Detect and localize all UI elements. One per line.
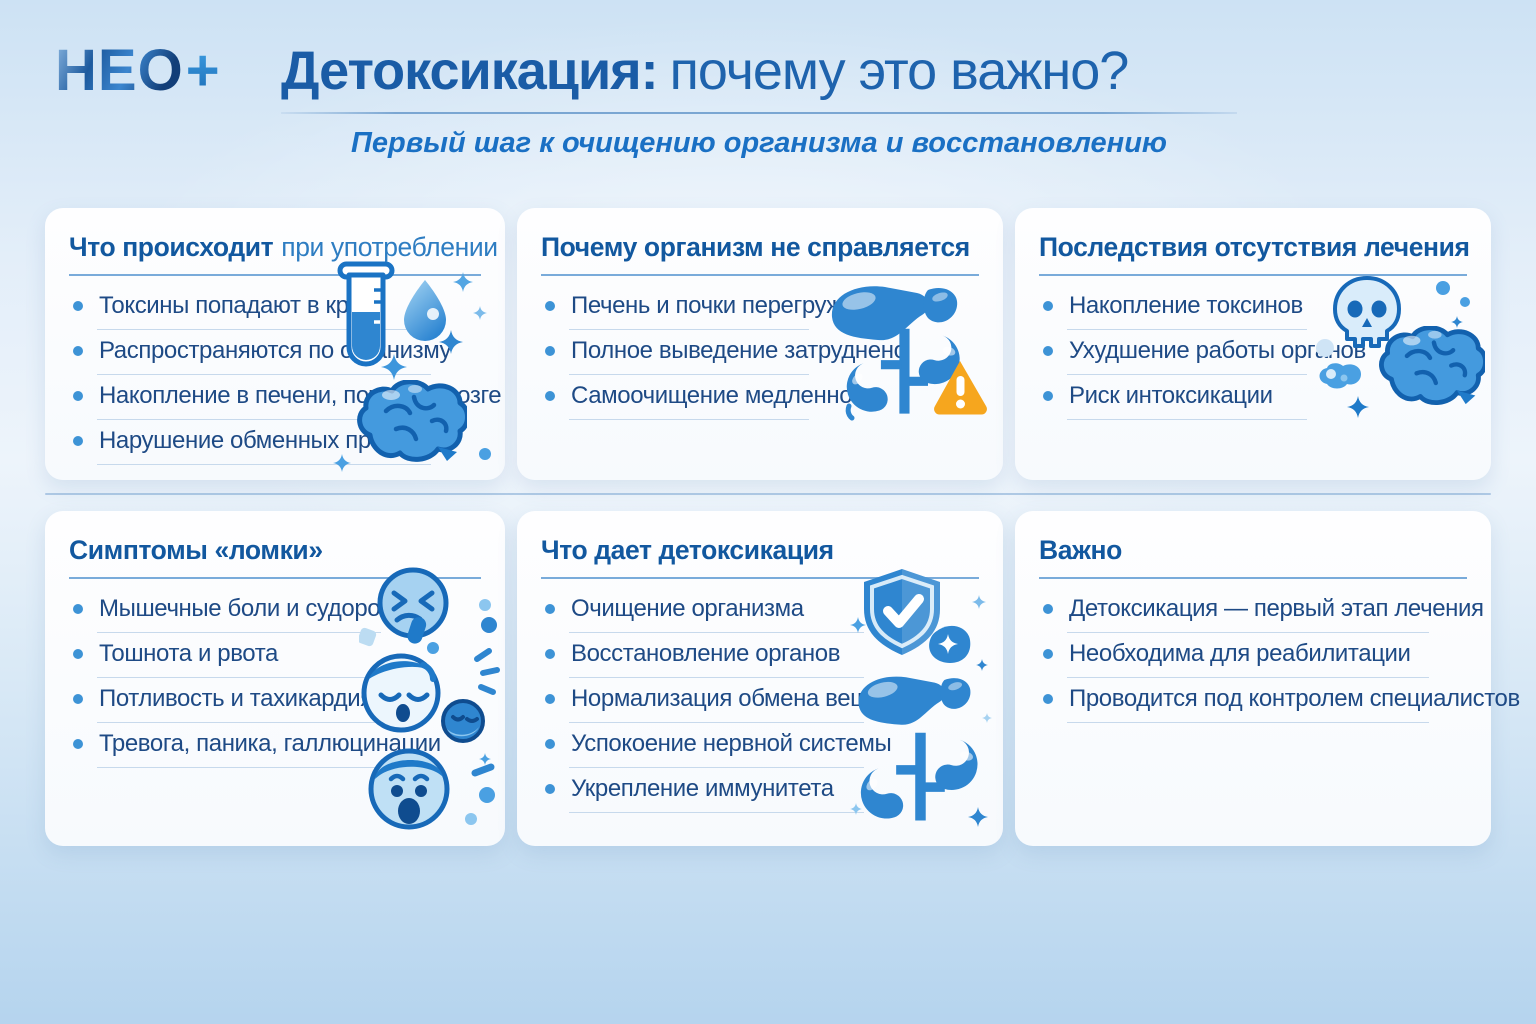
bullet-item: Мышечные боли и судороги <box>69 588 481 633</box>
bullet-item: Накопление в печени, почках и мозге <box>69 375 502 420</box>
card-withdrawal-symptoms: Симптомы «ломки» Мышечные боли и судорог… <box>45 511 505 846</box>
bullet-item: Токсины попадают в кровь <box>69 285 481 330</box>
card-title-bold: Что дает детоксикация <box>541 535 834 565</box>
card-title-bold: Почему организм не справляется <box>541 232 970 262</box>
card-title: Что дает детоксикация <box>541 535 979 579</box>
card-title-bold: Важно <box>1039 535 1122 565</box>
bullet-item: Восстановление органов <box>541 633 979 678</box>
bullet-item: Проводится под контролем специалистов <box>1039 678 1520 723</box>
card-important: Важно Детоксикация — первый этап лечения… <box>1015 511 1520 846</box>
card-what-happens: Что происходит при употреблении Токсины п… <box>45 208 505 480</box>
bullet-list: Токсины попадают в кровь Распространяютс… <box>69 285 502 465</box>
card-consequences: Последствия отсутствия лечения Накоплени… <box>1015 208 1491 480</box>
section-divider <box>45 493 1491 495</box>
bullet-item: Успокоение нервной системы <box>541 723 979 768</box>
cards-row-top: Что происходит при употреблении Токсины п… <box>45 208 1491 480</box>
bullet-list: Печень и почки перегружены Полное выведе… <box>541 285 979 420</box>
bullet-list: Детоксикация — первый этап лечения Необх… <box>1039 588 1520 723</box>
title-underline <box>281 112 1237 115</box>
dot-accent <box>481 617 497 633</box>
card-detox-benefits: Что дает детоксикация Очищение организма… <box>517 511 1003 846</box>
card-title-rest: при употреблении <box>281 232 498 262</box>
page-title-bold: Детоксикация: <box>281 41 659 101</box>
card-title: Что происходит при употреблении <box>69 232 498 276</box>
bullet-item: Самоочищение медленное <box>541 375 979 420</box>
page-title-regular: почему это важно? <box>669 41 1130 101</box>
card-title-bold: Симптомы «ломки» <box>69 535 323 565</box>
header-block: Детоксикация: почему это важно? Первый ша… <box>281 40 1237 160</box>
card-title: Почему организм не справляется <box>541 232 979 276</box>
card-title: Важно <box>1039 535 1467 579</box>
card-title-bold: Что происходит <box>69 232 274 262</box>
bullet-item: Распространяются по организму <box>69 330 481 375</box>
bullet-item: Укрепление иммунитета <box>541 768 979 813</box>
bullet-item: Ухудшение работы органов <box>1039 330 1467 375</box>
card-title: Последствия отсутствия лечения <box>1039 232 1470 276</box>
bullet-item: Риск интоксикации <box>1039 375 1467 420</box>
dot-accent <box>479 787 495 803</box>
bullet-list: Очищение организма Восстановление органо… <box>541 588 979 813</box>
bullet-item: Тревога, паника, галлюцинации <box>69 723 481 768</box>
page-subtitle: Первый шаг к очищению организма и восста… <box>351 127 1167 160</box>
bullet-item: Накопление токсинов <box>1039 285 1467 330</box>
card-title-bold: Последствия отсутствия лечения <box>1039 232 1470 262</box>
dot-accent <box>465 813 477 825</box>
logo-plus-icon: + <box>185 38 221 103</box>
bullet-list: Накопление токсинов Ухудшение работы орг… <box>1039 285 1467 420</box>
card-why-body-fails: Почему организм не справляется Печень и … <box>517 208 1003 480</box>
bullet-item: Нарушение обменных процессов <box>69 420 481 465</box>
bullet-item: Тошнота и рвота <box>69 633 481 678</box>
bullet-item: Полное выведение затруднено <box>541 330 979 375</box>
bullet-item: Детоксикация — первый этап лечения <box>1039 588 1484 633</box>
card-title: Симптомы «ломки» <box>69 535 481 579</box>
bullet-item: Нормализация обмена веществ <box>541 678 979 723</box>
page-title: Детоксикация: почему это важно? <box>281 40 1237 102</box>
cards-area: Что происходит при употреблении Токсины п… <box>45 208 1520 846</box>
bullet-item: Печень и почки перегружены <box>541 285 979 330</box>
cards-row-bottom: Симптомы «ломки» Мышечные боли и судорог… <box>45 511 1520 846</box>
bullet-item: Необходима для реабилитации <box>1039 633 1467 678</box>
bullet-item: Очищение организма <box>541 588 979 633</box>
logo-text: НЕО <box>55 38 184 103</box>
bullet-item: Потливость и тахикардия <box>69 678 481 723</box>
sparkle-icon <box>982 713 992 723</box>
bullet-list: Мышечные боли и судороги Тошнота и рвота… <box>69 588 481 768</box>
logo: НЕО+ <box>55 42 221 100</box>
